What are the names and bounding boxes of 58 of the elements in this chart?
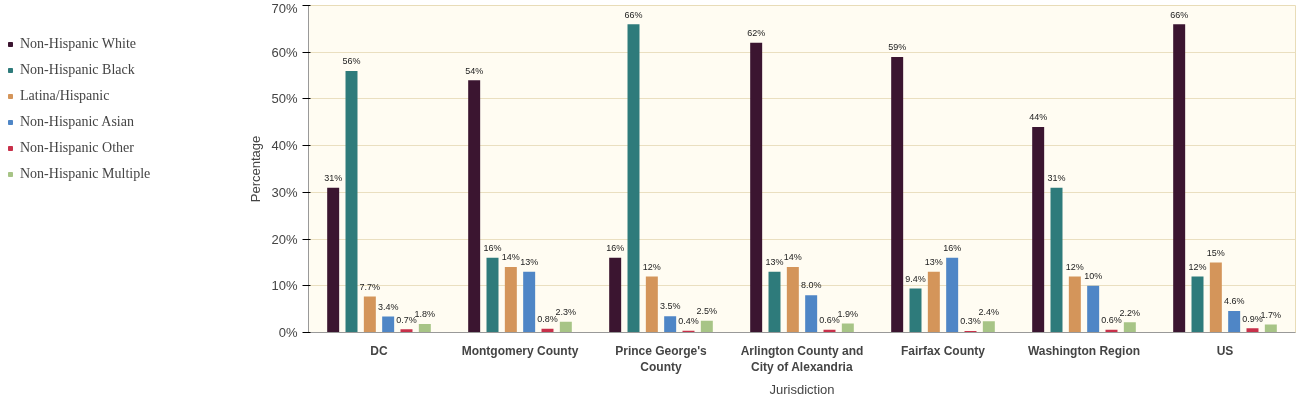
x-tick-label: Arlington County and City of Alexandria — [740, 343, 864, 375]
data-label: 31% — [1047, 173, 1066, 184]
data-label: 44% — [1029, 112, 1048, 123]
data-label: 13% — [765, 257, 784, 268]
data-label: 12% — [1065, 261, 1084, 272]
y-tick-label: 50% — [271, 91, 298, 107]
data-label: 0.4% — [678, 315, 699, 326]
y-tick-label: 60% — [271, 44, 298, 60]
y-axis-title: Percentage — [248, 135, 264, 203]
x-tick-label: Washington Region — [1027, 343, 1141, 358]
y-tick-label: 20% — [271, 231, 298, 247]
data-label: 8.0% — [800, 280, 822, 291]
x-tick-label: DC — [370, 343, 388, 358]
data-label: 3.4% — [377, 301, 399, 312]
data-label: 4.6% — [1223, 296, 1245, 307]
legend-label: Non-Hispanic White — [20, 36, 136, 52]
x-tick-label: US — [1216, 343, 1234, 358]
data-label: 1.9% — [837, 308, 859, 319]
legend-label: Latina/Hispanic — [20, 88, 110, 104]
y-tick-label: 10% — [271, 278, 298, 294]
data-label: 12% — [642, 261, 661, 272]
data-label: 3.5% — [659, 301, 681, 312]
data-label: 7.7% — [359, 281, 381, 292]
y-tick-label: 0% — [278, 325, 298, 340]
data-label: 14% — [501, 252, 520, 263]
data-label: 31% — [324, 173, 343, 184]
data-label: 14% — [783, 252, 802, 263]
legend-label: Non-Hispanic Asian — [20, 114, 134, 130]
x-axis-title: Jurisdiction — [769, 382, 835, 398]
data-label: 16% — [483, 243, 502, 254]
data-label: 2.5% — [696, 306, 718, 317]
data-label: 16% — [606, 243, 625, 254]
legend-label: Non-Hispanic Other — [20, 140, 134, 156]
x-tick-label: Prince George's County — [615, 343, 708, 375]
data-label: 0.6% — [1101, 315, 1122, 326]
legend-label: Non-Hispanic Black — [20, 62, 135, 78]
data-label: 13% — [520, 257, 539, 268]
x-tick-label: Fairfax County — [900, 343, 986, 358]
data-label: 2.2% — [1119, 307, 1141, 318]
data-label: 54% — [465, 65, 484, 76]
data-label: 16% — [943, 243, 962, 254]
y-tick-label: 30% — [271, 184, 298, 200]
data-label: 56% — [342, 56, 361, 67]
data-label: 0.3% — [960, 316, 981, 327]
data-label: 12% — [1188, 261, 1207, 272]
data-label: 62% — [747, 28, 766, 39]
data-label: 13% — [924, 257, 943, 268]
data-label: 59% — [888, 42, 907, 53]
y-tick-label: 40% — [271, 138, 298, 154]
data-label: 66% — [624, 9, 643, 20]
data-label: 9.4% — [905, 273, 926, 284]
data-label: 66% — [1170, 9, 1189, 20]
data-label: 2.4% — [978, 306, 1000, 317]
y-tick-label: 70% — [271, 0, 298, 16]
legend-label: Non-Hispanic Multiple — [20, 166, 151, 182]
data-label: 10% — [1084, 271, 1103, 282]
x-tick-label: Montgomery County — [461, 343, 579, 358]
data-label: 15% — [1206, 247, 1225, 258]
